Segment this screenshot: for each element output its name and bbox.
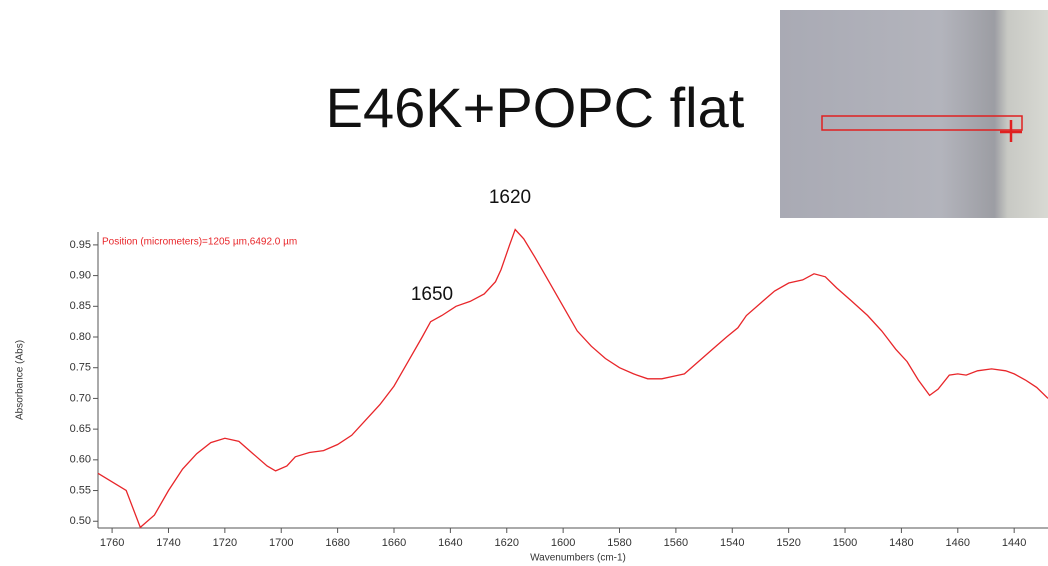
y-tick-label: 0.90 [70,270,91,282]
x-tick-label: 1600 [551,537,575,549]
x-tick-label: 1700 [269,537,293,549]
x-tick-label: 1680 [325,537,349,549]
x-tick-label: 1740 [156,537,180,549]
slide-title: E46K+POPC flat [326,76,745,139]
x-tick-label: 1440 [1002,537,1026,549]
y-tick-label: 0.80 [70,331,91,343]
y-tick-label: 0.85 [70,300,91,312]
y-tick-label: 0.75 [70,362,91,374]
y-tick-label: 0.70 [70,392,91,404]
x-tick-label: 1500 [833,537,857,549]
spectrum-line [97,228,1048,529]
y-axis-label: Absorbance (Abs) [15,340,26,420]
x-tick-label: 1760 [100,537,124,549]
y-tick-label: 0.95 [70,239,91,251]
y-tick-label: 0.60 [70,454,91,466]
x-tick-label: 1480 [889,537,913,549]
y-tick-label: 0.65 [70,423,91,435]
x-tick-label: 1580 [607,537,631,549]
x-tick-label: 1620 [495,537,519,549]
position-note: Position (micrometers)=1205 µm,6492.0 µm [102,237,297,248]
x-axis-label: Wavenumbers (cm-1) [530,553,626,564]
annotation: 1620 [489,187,531,208]
x-tick-label: 1520 [776,537,800,549]
y-tick-label: 0.55 [70,484,91,496]
x-tick-label: 1540 [720,537,744,549]
x-tick-label: 1460 [946,537,970,549]
x-tick-label: 1660 [382,537,406,549]
y-tick-label: 0.50 [70,515,91,527]
x-tick-label: 1640 [438,537,462,549]
x-tick-label: 1560 [664,537,688,549]
x-tick-label: 1720 [213,537,237,549]
annotation: 1650 [411,284,453,305]
microscope-image [780,10,1048,218]
